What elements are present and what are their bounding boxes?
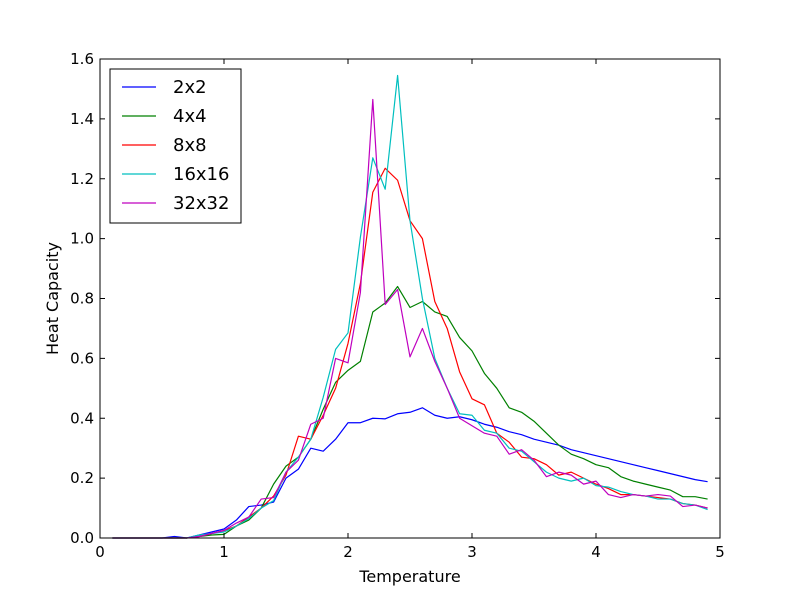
legend-label: 4x4 — [173, 106, 207, 127]
x-tick-label: 3 — [467, 543, 477, 561]
y-tick-label: 1.6 — [70, 50, 94, 68]
ticks-layer: 0 1 2 3 4 5 0.0 0.2 0.4 0.6 0.8 1.0 1.2 1.4 1.6 — [70, 50, 725, 561]
legend-label: 16x16 — [173, 164, 229, 185]
y-tick-label: 1.4 — [70, 110, 94, 128]
legend-label: 8x8 — [173, 135, 207, 156]
y-tick-label: 1.0 — [70, 230, 94, 248]
x-tick-label: 5 — [715, 543, 725, 561]
series-layer — [112, 74, 708, 539]
y-tick-label: 1.2 — [70, 170, 94, 188]
y-tick-label: 0.2 — [70, 469, 94, 487]
x-tick-label: 4 — [591, 543, 601, 561]
y-tick-label: 0.4 — [70, 409, 94, 427]
series-line-4x4 — [112, 285, 708, 539]
x-tick-label: 0 — [95, 543, 105, 561]
legend-box — [109, 68, 242, 224]
x-tick-label: 2 — [343, 543, 353, 561]
legend: 2x2 4x4 8x8 16x16 32x32 — [109, 68, 242, 224]
y-tick-label: 0.6 — [70, 349, 94, 367]
series-line-32x32 — [112, 98, 708, 539]
x-tick-label: 1 — [219, 543, 229, 561]
x-axis-label: Temperature — [358, 567, 460, 586]
legend-label: 2x2 — [173, 77, 207, 98]
series-line-2x2 — [112, 407, 708, 539]
legend-label: 32x32 — [173, 193, 229, 214]
y-tick-label: 0.8 — [70, 290, 94, 308]
y-axis-label: Heat Capacity — [43, 242, 62, 355]
y-tick-label: 0.0 — [70, 529, 94, 547]
